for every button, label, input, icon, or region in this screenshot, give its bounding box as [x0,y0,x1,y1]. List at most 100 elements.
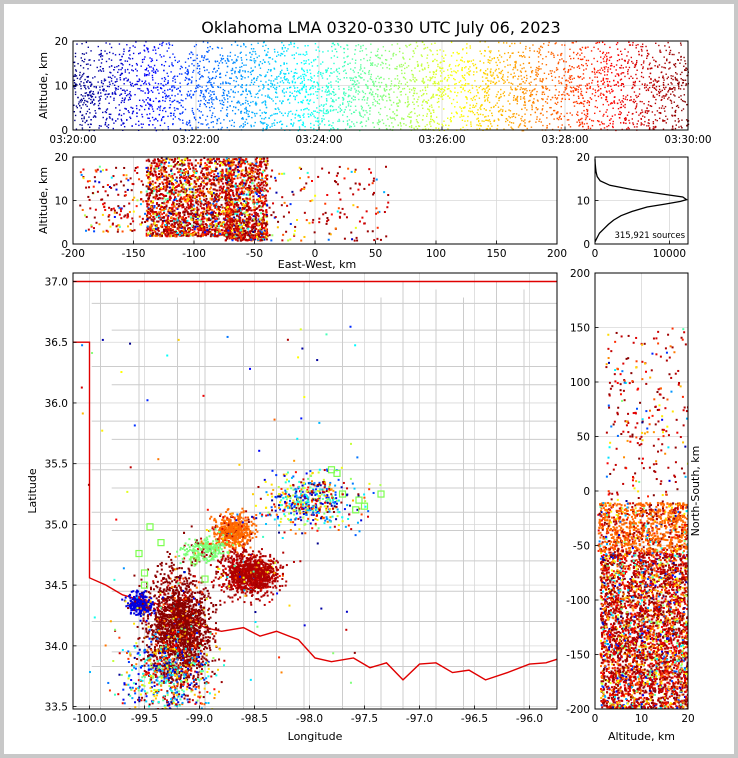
source-point [169,99,171,102]
source-point [605,60,608,63]
source-point [654,88,657,90]
source-point [161,77,163,80]
source-point [320,104,323,106]
source-point [555,103,558,105]
source-point [371,64,374,66]
source-point [607,52,610,54]
source-point [76,77,79,80]
source-point [470,121,472,123]
source-point [655,80,657,82]
source-point [323,104,325,106]
source-point [88,81,91,83]
source-point [378,81,380,84]
source-point [193,64,195,67]
source-point [311,77,313,79]
source-point [212,112,214,114]
source-point [514,64,517,66]
source-point [124,71,127,73]
source-point [628,59,630,61]
source-point [326,109,329,111]
source-point [420,94,423,97]
source-point [257,76,259,78]
source-point [624,48,626,50]
source-point [158,233,161,236]
source-point [513,113,515,115]
source-point [627,70,629,73]
source-point [305,88,307,91]
source-point [274,87,276,90]
source-point [293,42,296,45]
source-point [487,94,490,96]
source-point [668,46,671,48]
source-point [485,109,487,111]
source-point [283,88,285,90]
source-point [117,118,119,120]
source-point [603,71,606,73]
source-point [607,69,609,71]
source-point [215,175,218,178]
source-point [199,105,201,107]
source-point [582,103,585,105]
source-point [593,57,595,60]
source-point [465,82,467,85]
source-point [307,116,310,118]
source-point [244,108,246,110]
source-point [514,87,517,90]
source-point [567,70,570,72]
source-point [580,90,583,93]
source-point [491,114,494,117]
source-point [641,111,644,113]
source-point [427,64,430,67]
source-point [160,157,163,160]
source-point [112,52,114,55]
source-point [175,233,178,236]
source-point [417,65,419,67]
source-point [617,107,620,110]
source-point [109,113,112,116]
source-point [216,198,219,201]
source-point [181,164,184,167]
source-point [307,113,309,115]
source-point [240,112,242,114]
source-point [106,125,108,127]
source-point [318,120,320,122]
source-point [564,89,566,91]
source-point [624,75,626,78]
source-point [132,52,135,55]
source-point [349,125,351,127]
source-point [500,108,502,111]
source-point [115,107,117,109]
source-point [201,234,204,237]
source-point [222,223,225,226]
source-point [114,54,117,56]
source-point [266,125,268,128]
source-point [360,59,362,61]
source-point [408,103,410,106]
source-point [469,45,471,47]
source-point [76,106,79,109]
source-point [667,83,669,86]
source-point [515,62,517,64]
source-point [596,71,598,74]
source-point [273,113,275,115]
source-point [581,52,583,54]
source-point [219,122,222,124]
source-point [671,88,673,90]
source-point [298,76,300,79]
source-point [187,231,190,234]
source-point [353,111,356,113]
source-point [117,85,120,88]
source-point [213,82,215,84]
source-point [302,99,304,102]
source-point [143,49,145,51]
source-point [234,85,237,87]
source-point [677,59,679,61]
source-point [237,101,239,104]
source-point [659,112,662,115]
source-point [489,70,492,73]
source-point [449,74,452,76]
source-point [303,77,305,80]
source-point [154,230,157,233]
source-point [557,61,560,63]
source-point [425,101,428,103]
